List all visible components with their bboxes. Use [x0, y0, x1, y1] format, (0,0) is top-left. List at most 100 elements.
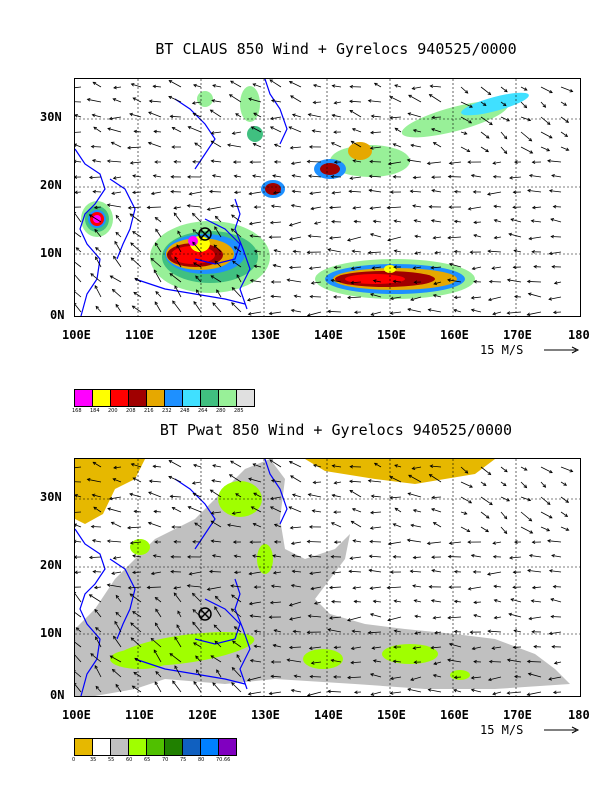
wind-vector: [329, 236, 342, 239]
wind-vector: [414, 219, 422, 223]
wind-vector-head: [349, 489, 354, 494]
wind-vector: [454, 600, 462, 603]
wind-vector-head: [233, 570, 238, 575]
wind-vector-head: [308, 266, 313, 270]
colorbar-swatch: [111, 739, 129, 755]
wind-vector: [211, 100, 222, 103]
wind-vector-head: [428, 474, 433, 478]
wind-vector: [349, 480, 362, 483]
map1-lon-140e: 140E: [314, 328, 343, 342]
wind-vector-head: [291, 493, 296, 497]
wind-vector-head: [309, 191, 313, 196]
wind-vector: [115, 684, 122, 693]
wind-vector-head: [108, 116, 113, 121]
wind-vector-head: [231, 666, 236, 671]
wind-vector-head: [492, 174, 497, 179]
wind-vector: [370, 161, 382, 163]
wind-vector-head: [134, 277, 139, 282]
wind-vector: [294, 675, 302, 678]
wind-vector-head: [208, 189, 213, 194]
colorbar-tick-label: 0: [72, 757, 76, 763]
wind-vector-head: [210, 131, 215, 135]
wind-vector: [95, 686, 102, 693]
wind-vector: [529, 175, 542, 178]
wind-vector-head: [90, 273, 94, 277]
wind-vector-head: [193, 262, 197, 266]
wind-vector: [500, 526, 508, 534]
wind-vector-head: [308, 525, 313, 529]
wind-vector-head: [350, 646, 355, 651]
wind-vector: [393, 523, 402, 528]
wind-vector: [528, 293, 542, 298]
wind-vector-head: [211, 99, 215, 103]
wind-vector-head: [106, 203, 111, 207]
colorbar-swatch: [219, 739, 236, 755]
wind-vector: [313, 84, 322, 88]
wind-vector: [371, 311, 382, 316]
wind-vector-head: [111, 668, 116, 673]
wind-vector: [75, 571, 82, 573]
wind-vector-head: [547, 159, 551, 163]
colorbar-swatch: [165, 390, 183, 406]
wind-vector: [271, 480, 282, 483]
wind-vector-head: [414, 614, 418, 619]
wind-vector: [434, 631, 442, 634]
wind-vector-head: [432, 293, 437, 298]
wind-vector-head: [329, 585, 333, 590]
wind-vector: [147, 206, 162, 208]
wind-vector-head: [394, 464, 398, 468]
wind-vector: [494, 616, 502, 619]
wind-vector-head: [306, 250, 311, 255]
wind-vector-head: [491, 646, 496, 650]
wind-vector-head: [75, 539, 77, 544]
wind-vector: [290, 475, 302, 483]
wind-vector-head: [533, 264, 537, 269]
wind-vector: [192, 241, 202, 253]
wind-vector: [394, 507, 402, 513]
wind-vector-head: [150, 571, 155, 576]
wind-vector-head: [308, 174, 312, 178]
wind-vector-head: [431, 495, 435, 500]
wind-vector: [230, 80, 242, 88]
map2-scale-arrow: [544, 726, 580, 734]
wind-vector: [370, 206, 382, 209]
wind-vector-head: [547, 539, 551, 543]
wind-vector: [90, 273, 102, 283]
wind-vector-head: [290, 475, 294, 479]
wind-vector-head: [308, 646, 313, 650]
wind-vector: [412, 205, 422, 208]
wind-vector-head: [129, 541, 134, 545]
wind-vector: [353, 540, 362, 543]
wind-vector: [132, 175, 142, 178]
wind-vector: [434, 251, 442, 254]
wind-vector: [328, 249, 342, 253]
wind-vector: [75, 540, 82, 543]
wind-vector-head: [306, 539, 311, 544]
wind-vector-head: [191, 212, 196, 217]
wind-vector-head: [130, 242, 134, 246]
wind-vector-head: [333, 160, 338, 164]
wind-vector: [291, 584, 302, 588]
map1-title: BT CLAUS 850 Wind + Gyrelocs 940525/0000: [155, 40, 517, 58]
wind-vector-head: [269, 459, 274, 463]
wind-vector-head: [331, 219, 335, 224]
wind-vector-head: [270, 674, 275, 679]
wind-vector-head: [406, 158, 411, 163]
wind-vector: [492, 541, 502, 544]
wind-vector-head: [553, 281, 558, 285]
wind-vector-head: [372, 659, 377, 663]
wind-vector-head: [75, 555, 78, 559]
wind-vector: [431, 508, 442, 513]
wind-vector: [234, 555, 242, 558]
wind-vector-head: [132, 190, 136, 195]
wind-vector-head: [408, 94, 412, 99]
wind-vector-head: [110, 141, 115, 146]
wind-vector: [133, 97, 142, 103]
wind-vector-head: [186, 204, 191, 208]
wind-vector: [172, 680, 182, 693]
wind-vector-head: [249, 278, 254, 283]
wind-vector: [272, 555, 282, 558]
wind-vector-head: [127, 586, 132, 590]
wind-vector-head: [206, 207, 211, 211]
wind-vector-head: [272, 643, 277, 648]
